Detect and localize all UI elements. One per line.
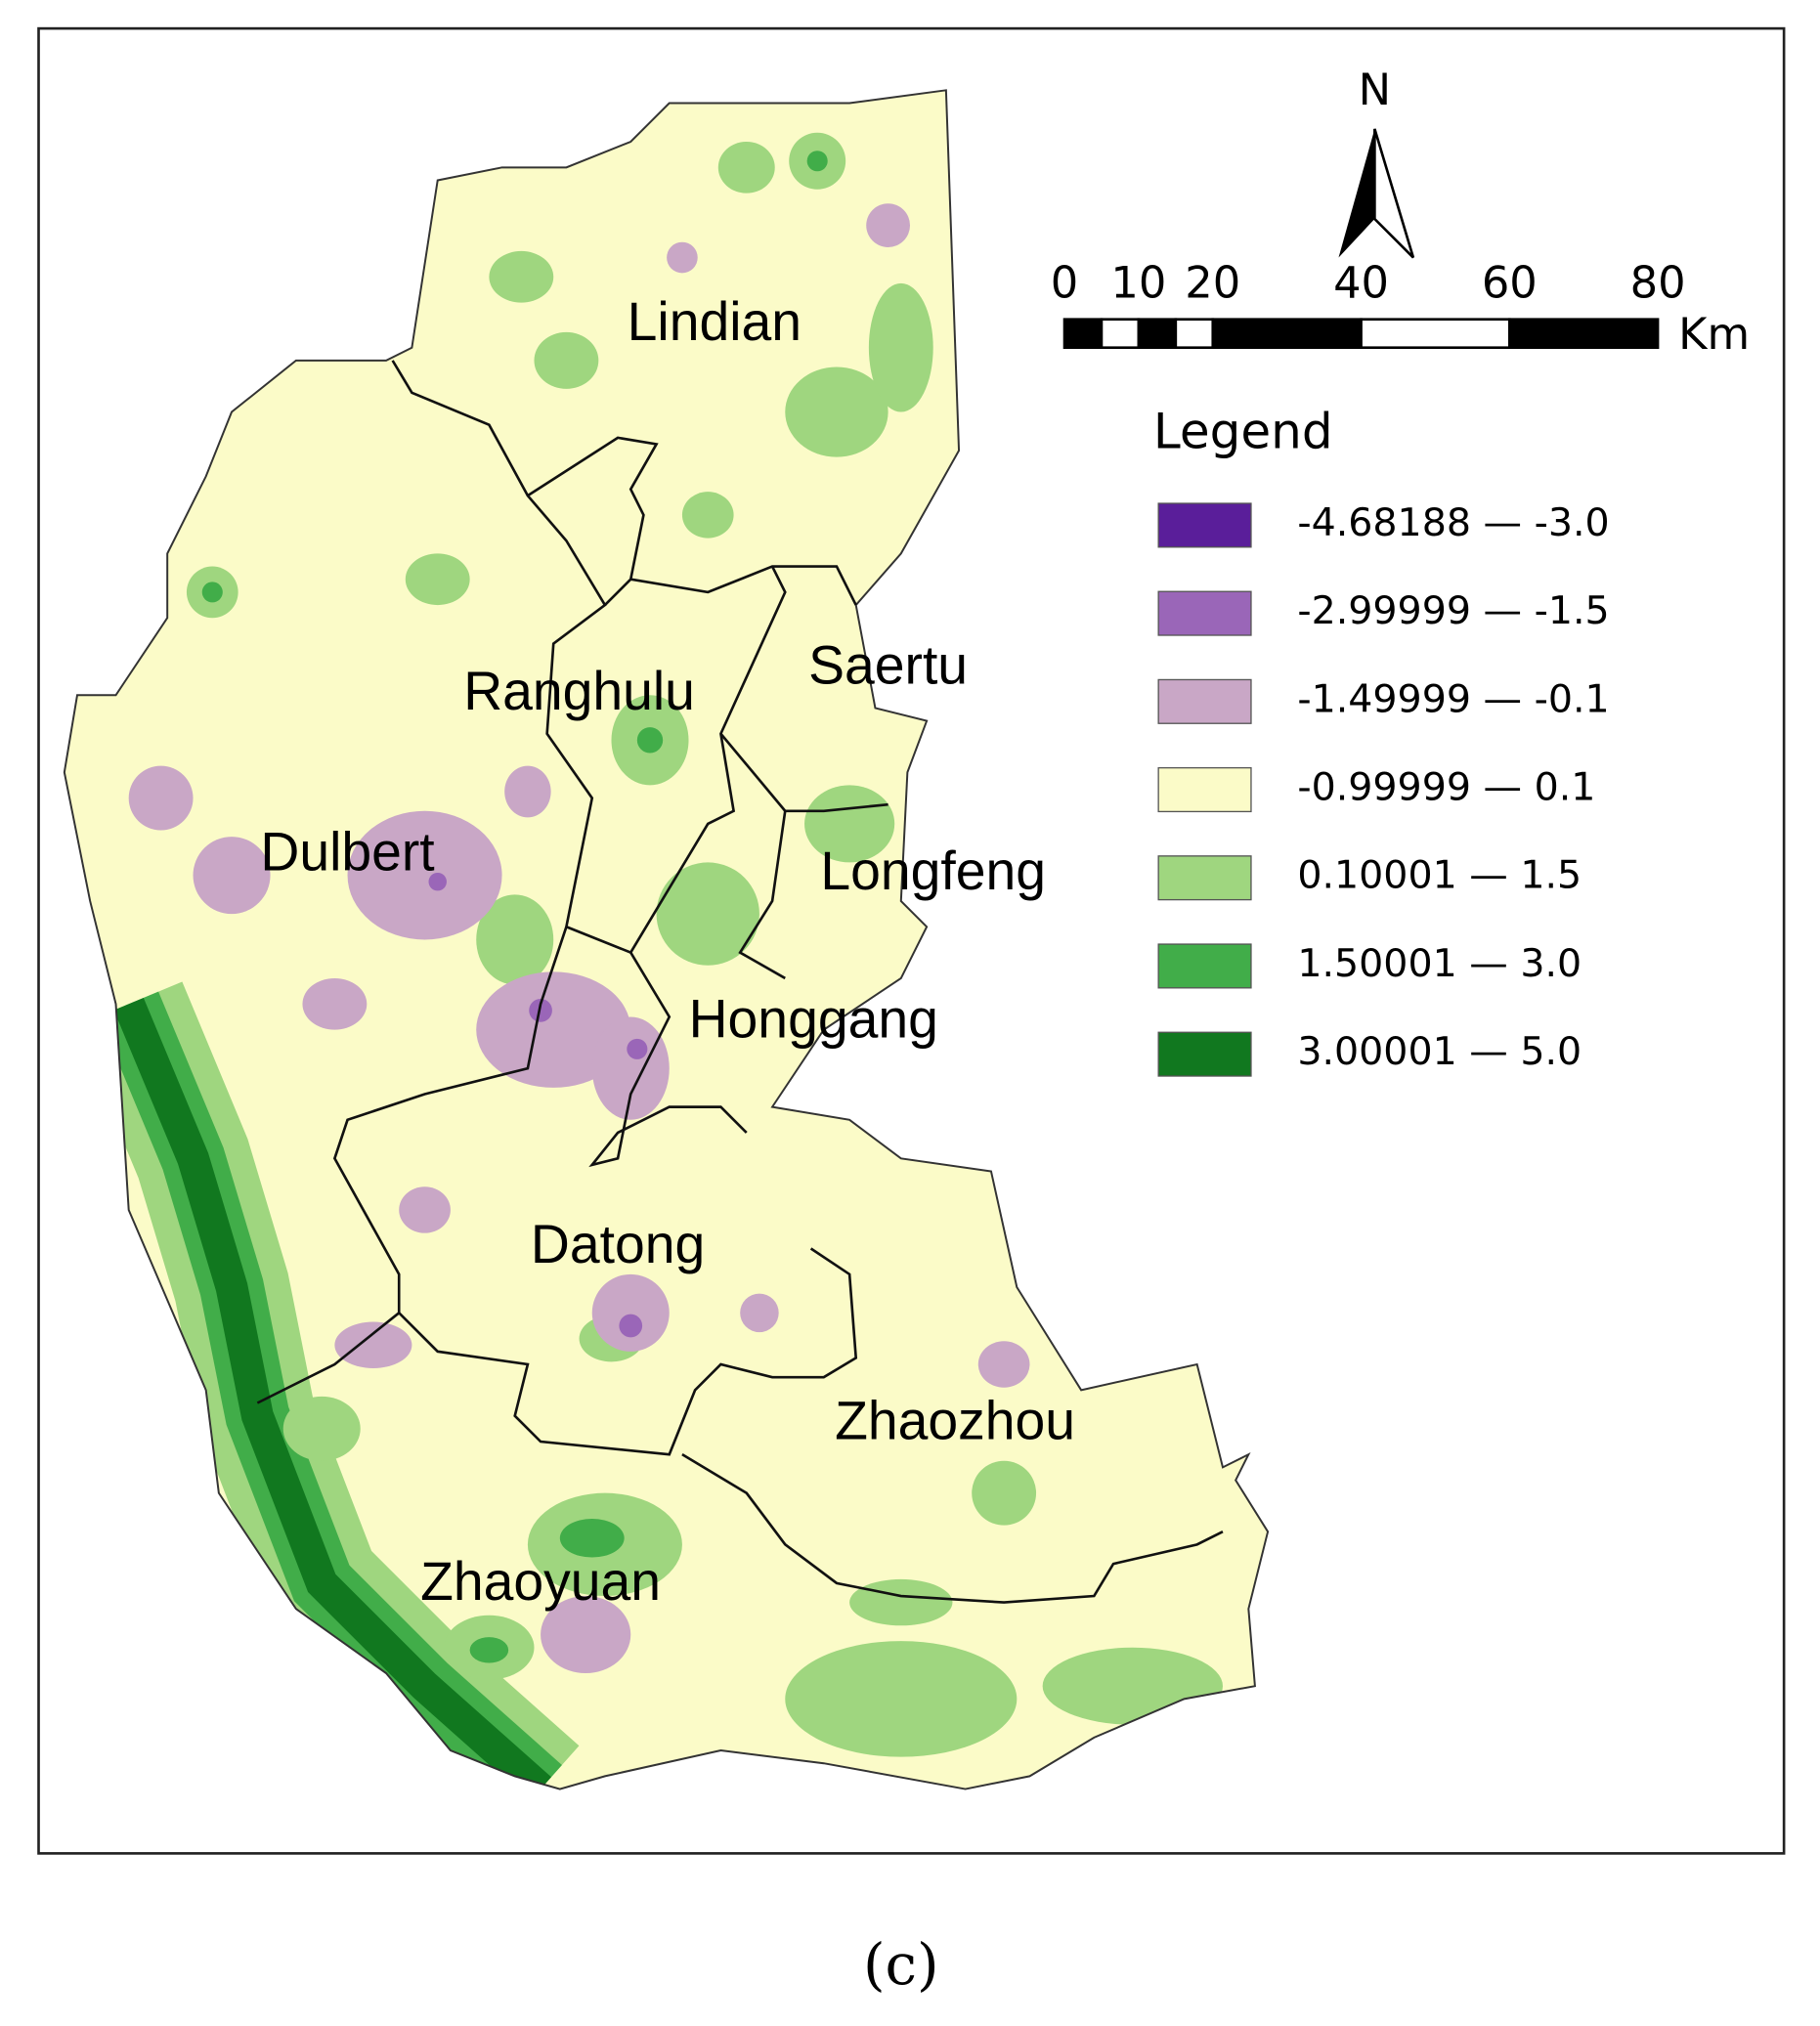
scale-tick-label: 80 <box>1630 256 1686 308</box>
district-boundaries <box>256 360 1224 1604</box>
legend-swatch <box>1157 943 1252 989</box>
region-label: Longfeng <box>820 841 1046 901</box>
scale-segment <box>1360 318 1511 350</box>
scale-segment <box>1174 318 1215 350</box>
region-label: Zhaoyuan <box>420 1551 661 1612</box>
scale-tick-label: 20 <box>1185 256 1240 308</box>
scale-tick-label: 60 <box>1482 256 1538 308</box>
legend-swatch <box>1157 678 1252 724</box>
region-label: Honggang <box>689 989 938 1050</box>
caption: (c) <box>863 1931 939 1998</box>
scale-segment <box>1211 318 1363 350</box>
legend-title: Legend <box>1153 404 1333 460</box>
scale-tick-label: 40 <box>1333 256 1389 308</box>
legend-swatch <box>1157 766 1252 813</box>
region-label: Dulbert <box>260 821 434 882</box>
legend-label: -1.49999 — -0.1 <box>1297 676 1609 721</box>
region-label: Zhaozhou <box>835 1390 1075 1450</box>
legend-label: 1.50001 — 3.0 <box>1297 941 1582 986</box>
region-label: Ranghulu <box>463 661 695 721</box>
north-label: N <box>1359 64 1391 115</box>
legend-label: -2.99999 — -1.5 <box>1297 588 1609 633</box>
scale-tick-label: 0 <box>1051 256 1078 308</box>
region-labels: Lindian Saertu Ranghulu Dulbert Longfeng Hong… <box>260 291 1075 1612</box>
scale-segment <box>1137 318 1178 350</box>
legend-label: -0.99999 — 0.1 <box>1297 765 1595 810</box>
legend-swatch <box>1157 855 1252 901</box>
scale-segment <box>1062 318 1104 350</box>
legend-swatch <box>1157 1031 1252 1077</box>
surface <box>74 132 1223 1789</box>
legend: Legend -4.68188 — -3.0 -2.99999 — -1.5 -1.4… <box>1153 404 1610 1077</box>
scale-segment <box>1507 318 1660 350</box>
legend-swatch <box>1157 590 1252 636</box>
scale-segment <box>1100 318 1141 350</box>
legend-label: 3.00001 — 5.0 <box>1297 1029 1582 1074</box>
region-label: Saertu <box>808 635 968 696</box>
legend-label: 0.10001 — 1.5 <box>1297 853 1582 898</box>
scale-tick-label: 10 <box>1110 256 1166 308</box>
legend-label: -4.68188 — -3.0 <box>1297 500 1609 545</box>
scale-unit: Km <box>1678 308 1750 360</box>
legend-swatch <box>1157 502 1252 548</box>
region-label: Datong <box>531 1214 705 1274</box>
north-arrow: N <box>1338 64 1415 259</box>
region-label: Lindian <box>628 291 802 352</box>
